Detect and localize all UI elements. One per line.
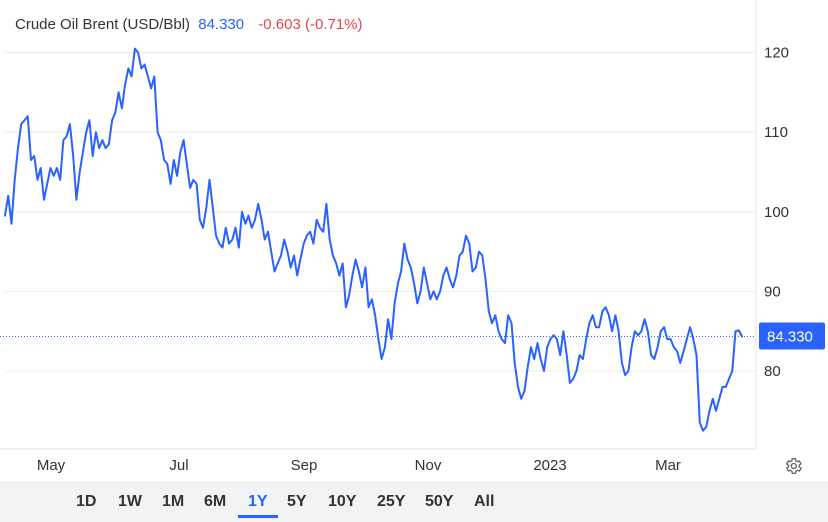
price-badge-bg [759,322,825,350]
price-series-line[interactable] [4,47,743,432]
chart-header: Crude Oil Brent (USD/Bbl) 84.330 -0.603 … [15,16,363,33]
y-tick-label: 110 [764,124,788,141]
price-chart[interactable]: 80 90 100 110 120 May Jul Sep Nov 2023 Mar 84.330 [0,0,828,482]
x-axis: May Jul Sep Nov 2023 Mar [37,457,681,474]
gear-icon[interactable] [783,456,803,476]
timeframe-50y[interactable]: 50Y [425,493,454,510]
y-tick-label: 100 [764,204,789,221]
x-tick-label: 2023 [533,457,566,474]
timeframe-all[interactable]: All [474,493,495,510]
x-tick-label: May [37,457,66,474]
y-tick-label: 120 [764,45,789,62]
gridlines [5,52,756,372]
timeframe-5y[interactable]: 5Y [287,493,307,510]
timeframe-1w[interactable]: 1W [118,493,142,510]
timeframe-25y[interactable]: 25Y [377,493,406,510]
x-tick-label: Nov [415,457,442,474]
timeframe-bar: 1D 1W 1M 6M 1Y 5Y 10Y 25Y 50Y All [0,482,828,522]
timeframe-1d[interactable]: 1D [76,493,97,510]
x-tick-label: Sep [291,457,318,474]
instrument-name: Crude Oil Brent (USD/Bbl) [15,16,191,33]
price-change: -0.603 (-0.71%) [258,16,363,33]
active-timeframe-indicator [238,515,278,518]
timeframe-10y[interactable]: 10Y [328,493,357,510]
last-price-badge: 84.330 [759,322,825,350]
x-tick-label: Mar [655,457,681,474]
x-tick-label: Jul [169,457,188,474]
timeframe-6m[interactable]: 6M [204,493,227,510]
price-badge-value: 84.330 [767,329,813,346]
y-axis: 80 90 100 110 120 [764,45,789,380]
timeframe-1y[interactable]: 1Y [248,493,268,510]
y-tick-label: 90 [764,283,781,300]
y-tick-label: 80 [764,363,781,380]
current-price: 84.330 [198,16,245,33]
timeframe-1m[interactable]: 1M [162,493,185,510]
